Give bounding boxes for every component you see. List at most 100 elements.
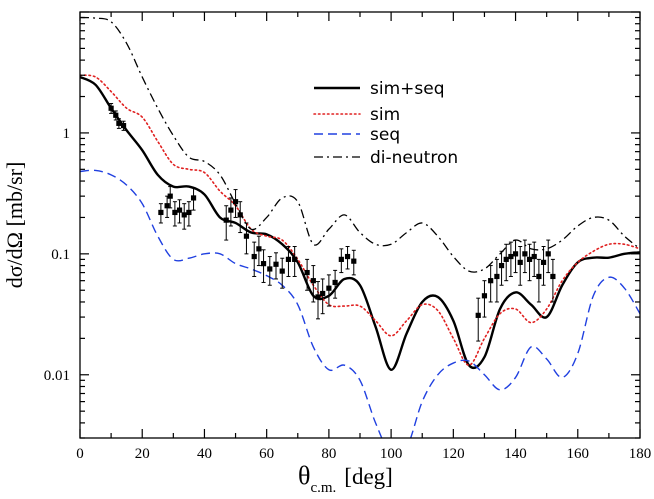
data-point <box>164 195 170 218</box>
data-point <box>167 186 173 209</box>
data-point <box>320 278 326 315</box>
data-point <box>522 239 528 274</box>
data-marker <box>292 256 298 262</box>
data-marker <box>481 293 488 299</box>
data-marker <box>320 290 326 297</box>
data-point <box>120 120 127 131</box>
data-marker <box>232 199 239 205</box>
x-tick-label: 160 <box>567 446 590 462</box>
legend-label: seq <box>370 125 400 145</box>
data-point <box>326 274 332 307</box>
x-axis-label-unit: [deg] <box>344 464 393 489</box>
data-point <box>304 258 310 291</box>
curve-seq <box>80 169 640 438</box>
data-marker <box>475 312 481 318</box>
data-marker <box>503 256 509 262</box>
data-marker <box>545 251 551 257</box>
data-point <box>508 241 514 277</box>
curve-layer <box>80 16 640 438</box>
data-point <box>332 269 338 299</box>
curve-sim-seq <box>80 75 640 371</box>
data-marker <box>228 207 234 213</box>
data-marker <box>158 209 164 216</box>
data-point <box>273 252 279 280</box>
data-point <box>267 256 273 286</box>
data-marker <box>113 112 119 118</box>
data-point <box>260 249 267 283</box>
data-marker <box>186 209 192 216</box>
data-marker <box>181 212 187 218</box>
data-point <box>113 110 119 121</box>
curve-di-neutron <box>80 16 640 273</box>
legend-entry-sim-seq: sim+seq <box>314 79 445 99</box>
data-marker <box>550 273 556 280</box>
axis-ticks <box>79 11 641 439</box>
data-point <box>251 241 257 277</box>
data-marker <box>167 193 173 199</box>
data-marker <box>223 217 229 223</box>
data-marker <box>260 261 267 267</box>
x-tick-label: 60 <box>259 446 274 462</box>
data-marker <box>164 203 170 209</box>
data-marker <box>508 253 514 260</box>
data-point <box>116 118 122 129</box>
data-marker <box>498 262 505 269</box>
data-marker <box>326 285 332 291</box>
data-point <box>190 187 197 211</box>
data-point <box>186 201 192 227</box>
data-point <box>540 246 547 286</box>
data-point <box>488 265 494 303</box>
data-marker <box>488 278 494 284</box>
curve-sim <box>80 74 640 367</box>
data-marker <box>190 195 197 201</box>
data-marker <box>531 253 537 260</box>
x-axis-label-sub: c.m. <box>310 480 336 496</box>
data-marker <box>108 105 114 111</box>
y-tick-label: 1 <box>63 126 71 142</box>
data-point <box>310 265 316 303</box>
x-tick-label: 140 <box>504 446 527 462</box>
y-tick-label: 0.01 <box>44 368 70 384</box>
data-point <box>181 203 187 230</box>
tick-labels: 0 20 40 60 80 100 120 140 160 180 0.01 0.1 1 <box>44 126 652 462</box>
data-point <box>481 280 488 318</box>
data-point <box>517 246 523 286</box>
data-marker <box>279 268 285 274</box>
data-point <box>279 257 285 289</box>
legend-label: sim+seq <box>370 79 445 99</box>
data-point <box>550 258 556 303</box>
y-tick-label: 0.1 <box>51 247 70 263</box>
data-point <box>315 281 321 320</box>
x-tick-label: 120 <box>442 446 465 462</box>
x-axis-label-main: θ <box>298 461 310 490</box>
data-point <box>338 248 344 274</box>
data-point <box>243 222 250 255</box>
x-tick-label: 20 <box>135 446 150 462</box>
data-marker <box>251 253 257 260</box>
data-point <box>545 239 551 274</box>
data-marker <box>332 279 338 286</box>
data-marker <box>517 259 523 265</box>
data-marker <box>120 122 127 129</box>
legend-label: di-neutron <box>370 148 458 168</box>
x-tick-label: 0 <box>76 446 84 462</box>
data-point <box>292 246 298 277</box>
data-marker <box>536 273 542 280</box>
x-tick-label: 180 <box>629 446 652 462</box>
data-point <box>237 201 243 234</box>
data-marker <box>351 258 357 264</box>
data-point <box>158 203 164 224</box>
data-marker <box>172 209 178 216</box>
data-marker <box>344 253 351 260</box>
data-marker <box>310 278 316 284</box>
x-tick-label: 40 <box>197 446 212 462</box>
x-tick-label: 100 <box>380 446 403 462</box>
data-point <box>256 235 262 267</box>
data-points-layer <box>108 103 556 342</box>
data-point <box>475 297 481 342</box>
data-point <box>503 243 509 282</box>
data-marker <box>540 259 547 265</box>
data-point <box>531 241 537 277</box>
data-marker <box>237 212 243 218</box>
